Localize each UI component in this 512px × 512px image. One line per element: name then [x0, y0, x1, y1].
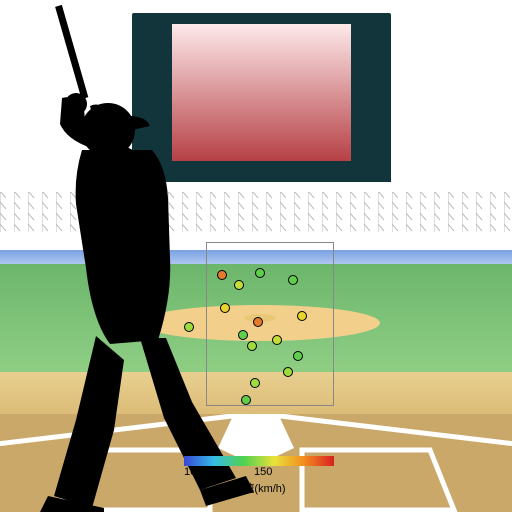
legend-title: 球速(km/h)	[184, 480, 334, 496]
legend-tick-150: 150	[254, 466, 272, 478]
legend-tick-100: 100	[184, 466, 202, 478]
batter-silhouette	[0, 0, 512, 512]
legend-bar	[184, 456, 334, 466]
speed-legend: 100 150 球速(km/h)	[184, 456, 334, 496]
pitch-chart: 100 150 球速(km/h)	[0, 0, 512, 512]
